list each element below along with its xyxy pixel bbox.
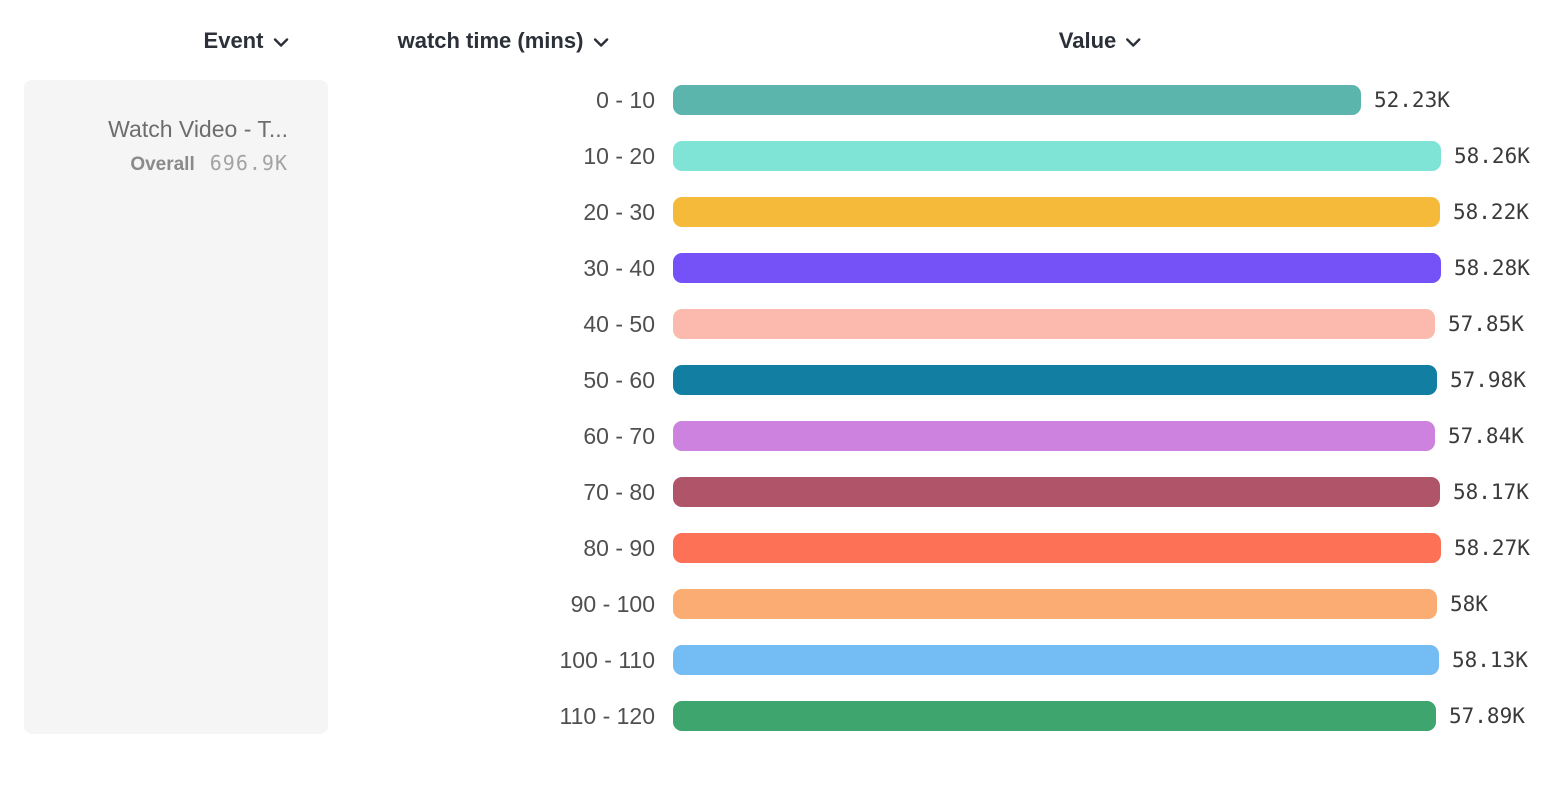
category-label: 40 - 50 [583, 310, 655, 337]
chevron-down-icon [1126, 37, 1141, 47]
value-label: 57.89K [1449, 704, 1525, 728]
bar-track: 57.89K [673, 701, 1525, 731]
value-label: 58.28K [1454, 256, 1530, 280]
bar-track: 57.85K [673, 309, 1524, 339]
bar-segment[interactable] [673, 253, 1441, 283]
category-label: 100 - 110 [559, 646, 655, 673]
bar-track: 58.22K [673, 197, 1529, 227]
bar-track: 58.27K [673, 533, 1530, 563]
column-header-label: Event [203, 28, 264, 53]
chart-row: 20 - 30 58.22K [380, 184, 1560, 240]
bar-segment[interactable] [673, 645, 1439, 675]
chevron-down-icon [273, 37, 289, 47]
legend-event-name: Watch Video - T... [108, 116, 288, 142]
chart-row: 40 - 50 57.85K [380, 296, 1560, 352]
category-label: 60 - 70 [583, 422, 655, 449]
bar-track: 58.13K [673, 645, 1528, 675]
legend-panel: Watch Video - T... Overall 696.9K [24, 80, 328, 734]
value-label: 57.84K [1448, 424, 1524, 448]
chart-row: 70 - 80 58.17K [380, 464, 1560, 520]
legend-overall-label: Overall [130, 154, 195, 175]
bar-track: 52.23K [673, 85, 1450, 115]
bar-chart: 0 - 10 52.23K 10 - 20 58.26K 20 - 30 58.22K 30… [380, 72, 1560, 744]
bar-segment[interactable] [673, 309, 1435, 339]
chart-row: 60 - 70 57.84K [380, 408, 1560, 464]
column-header-event[interactable]: Event [204, 28, 289, 54]
legend-item-event[interactable]: Watch Video - T... Overall 696.9K [24, 80, 328, 176]
value-label: 58.17K [1453, 480, 1529, 504]
category-label: 30 - 40 [583, 254, 655, 281]
chart-row: 10 - 20 58.26K [380, 128, 1560, 184]
chart-row: 90 - 100 58K [380, 576, 1560, 632]
legend-overall-row: Overall 696.9K [44, 151, 288, 176]
value-label: 58.26K [1454, 144, 1530, 168]
category-label: 10 - 20 [583, 142, 655, 169]
chart-row: 30 - 40 58.28K [380, 240, 1560, 296]
column-header-label: watch time (mins) [397, 28, 584, 53]
column-header-label: Value [1058, 28, 1117, 53]
bar-segment[interactable] [673, 477, 1440, 507]
bar-segment[interactable] [673, 421, 1435, 451]
category-label: 90 - 100 [570, 590, 655, 617]
chart-row: 80 - 90 58.27K [380, 520, 1560, 576]
bar-segment[interactable] [673, 589, 1437, 619]
value-label: 58.22K [1453, 200, 1529, 224]
bar-track: 57.98K [673, 365, 1526, 395]
value-label: 52.23K [1374, 88, 1450, 112]
bar-track: 58.17K [673, 477, 1529, 507]
category-label: 50 - 60 [583, 366, 655, 393]
chart-row: 100 - 110 58.13K [380, 632, 1560, 688]
column-header-watch-time-mins-[interactable]: watch time (mins) [398, 28, 609, 54]
bar-track: 58K [673, 589, 1488, 619]
bar-track: 58.28K [673, 253, 1530, 283]
bar-segment[interactable] [673, 701, 1436, 731]
value-label: 58.13K [1452, 648, 1528, 672]
value-label: 57.85K [1448, 312, 1524, 336]
bar-segment[interactable] [673, 533, 1441, 563]
category-label: 20 - 30 [583, 198, 655, 225]
chevron-down-icon [593, 37, 609, 47]
value-label: 58.27K [1454, 536, 1530, 560]
category-label: 70 - 80 [583, 478, 655, 505]
bar-segment[interactable] [673, 197, 1440, 227]
bar-track: 58.26K [673, 141, 1530, 171]
category-label: 0 - 10 [596, 86, 655, 113]
chart-row: 0 - 10 52.23K [380, 72, 1560, 128]
category-label: 110 - 120 [559, 702, 655, 729]
value-label: 57.98K [1450, 368, 1526, 392]
bar-segment[interactable] [673, 365, 1437, 395]
value-label: 58K [1450, 592, 1488, 616]
column-header-value[interactable]: Value [1059, 28, 1141, 54]
bar-segment[interactable] [673, 141, 1441, 171]
legend-overall-value: 696.9K [209, 151, 288, 175]
category-label: 80 - 90 [583, 534, 655, 561]
bar-segment[interactable] [673, 85, 1361, 115]
chart-row: 110 - 120 57.89K [380, 688, 1560, 744]
chart-row: 50 - 60 57.98K [380, 352, 1560, 408]
bar-track: 57.84K [673, 421, 1524, 451]
